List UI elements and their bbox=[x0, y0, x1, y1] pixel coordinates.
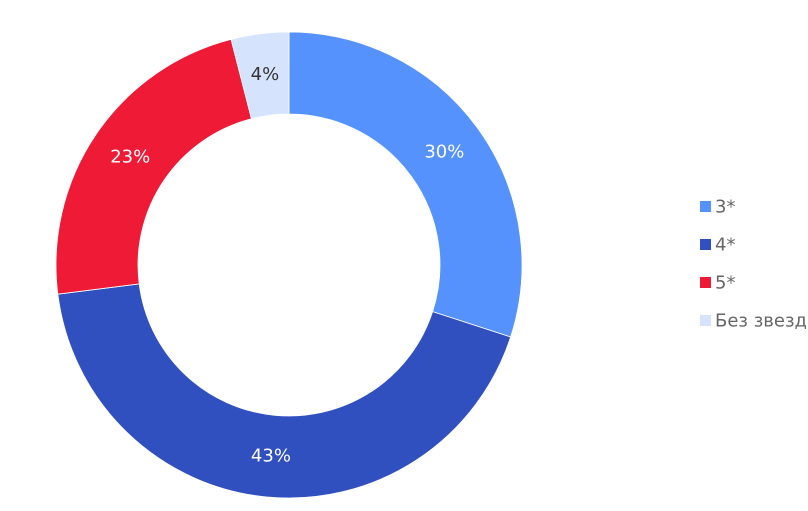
slice-label-2: 23% bbox=[110, 147, 150, 168]
legend-swatch-1 bbox=[700, 239, 711, 250]
legend-swatch-3 bbox=[700, 315, 711, 326]
chart-slice-labels: 30% 43% 23% 4% bbox=[110, 64, 464, 467]
legend-swatch-2 bbox=[700, 277, 711, 288]
slice-label-1: 43% bbox=[251, 446, 291, 467]
legend-swatch-0 bbox=[700, 201, 711, 212]
legend-item-0[interactable]: 3* bbox=[700, 197, 735, 218]
slice-label-3: 4% bbox=[251, 64, 280, 85]
legend-label-2: 5* bbox=[715, 273, 735, 294]
legend-label-3: Без звезд bbox=[715, 311, 807, 332]
slice-3 bbox=[230, 31, 290, 120]
legend-item-1[interactable]: 4* bbox=[700, 235, 735, 256]
legend-label-1: 4* bbox=[715, 235, 735, 256]
slice-label-0: 30% bbox=[424, 142, 464, 163]
slice-2 bbox=[55, 38, 252, 295]
legend-item-3[interactable]: Без звезд bbox=[700, 311, 807, 332]
legend-label-0: 3* bbox=[715, 197, 735, 218]
chart-legend: 3* 4* 5* Без звезд bbox=[700, 197, 807, 332]
slice-0 bbox=[288, 31, 523, 338]
slice-1 bbox=[57, 283, 512, 499]
chart-slices bbox=[55, 31, 523, 499]
legend-item-2[interactable]: 5* bbox=[700, 273, 735, 294]
